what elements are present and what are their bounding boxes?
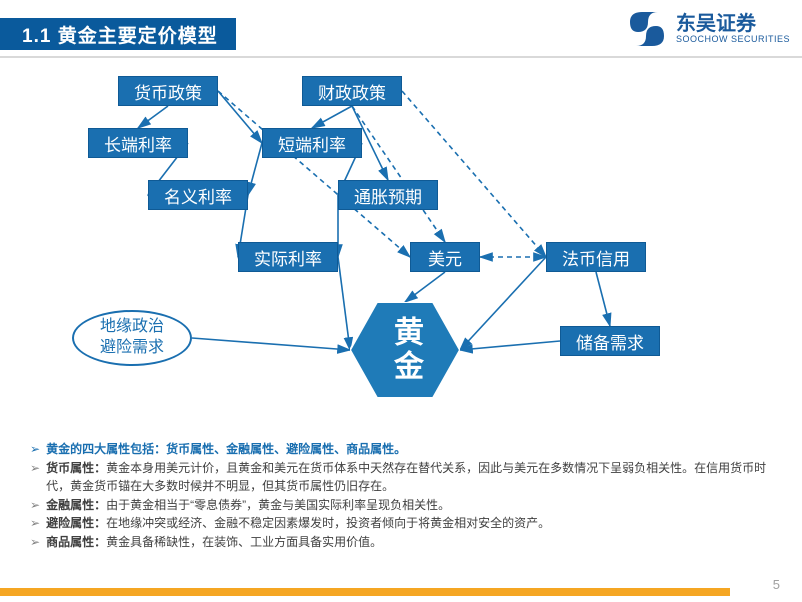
bullet-item: ➢商品属性：黄金具备稀缺性，在装饰、工业方面具备实用价值。 [30, 533, 770, 552]
node-short-rate: 短端利率 [262, 128, 362, 158]
logo-icon [624, 6, 670, 52]
footer-accent-bar [0, 588, 730, 596]
node-real-rate: 实际利率 [238, 242, 338, 272]
title-bar: 1.1 黄金主要定价模型 [0, 18, 236, 50]
node-fiat-credit: 法币信用 [546, 242, 646, 272]
logo-text-cn: 东吴证券 [676, 13, 790, 35]
node-long-rate: 长端利率 [88, 128, 188, 158]
bullet-item: ➢避险属性：在地缘冲突或经济、金融不稳定因素爆发时，投资者倾向于将黄金相对安全的… [30, 514, 770, 533]
node-nominal-rate: 名义利率 [148, 180, 248, 210]
brand-logo: 东吴证券 SOOCHOW SECURITIES [624, 6, 790, 52]
bullet-lead: ➢黄金的四大属性包括：货币属性、金融属性、避险属性、商品属性。 [30, 440, 770, 459]
node-fiscal-policy: 财政政策 [302, 76, 402, 106]
node-usd: 美元 [410, 242, 480, 272]
slide-title: 1.1 黄金主要定价模型 [22, 21, 218, 48]
bullet-list: ➢黄金的四大属性包括：货币属性、金融属性、避险属性、商品属性。➢货币属性：黄金本… [30, 440, 770, 552]
node-monetary-policy: 货币政策 [118, 76, 218, 106]
bullet-item: ➢货币属性：黄金本身用美元计价，且黄金和美元在货币体系中天然存在替代关系，因此与… [30, 459, 770, 496]
node-inflation-exp: 通胀预期 [338, 180, 438, 210]
page-number: 5 [773, 577, 780, 592]
node-gold-center: 黄金 [350, 302, 460, 398]
slide-header: 1.1 黄金主要定价模型 东吴证券 SOOCHOW SECURITIES [0, 0, 802, 58]
logo-text-en: SOOCHOW SECURITIES [676, 35, 790, 45]
bullet-item: ➢金融属性：由于黄金相当于“零息债券”，黄金与美国实际利率呈现负相关性。 [30, 496, 770, 515]
node-reserve-demand: 储备需求 [560, 326, 660, 356]
flowchart-diagram: 货币政策 财政政策长端利率 短端利率名义利率 通胀预期实际利率 美元 法币信用储备需求 地缘… [0, 58, 802, 438]
node-geo-hedge: 地缘政治避险需求 [72, 310, 192, 366]
